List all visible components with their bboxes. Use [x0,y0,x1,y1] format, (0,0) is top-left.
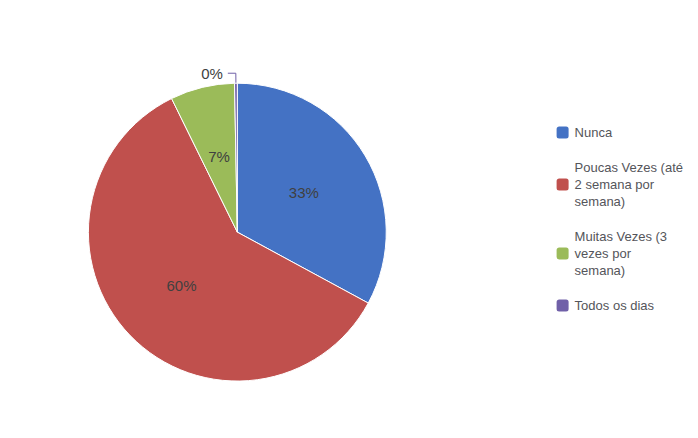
svg-text:Nunca: Nunca [575,125,613,140]
svg-text:60%: 60% [166,277,196,294]
svg-text:Muitas Vezes (3: Muitas Vezes (3 [575,229,668,244]
svg-text:semana): semana) [575,194,626,209]
svg-text:semana): semana) [575,263,626,278]
svg-text:vezes por: vezes por [575,246,632,261]
svg-text:0%: 0% [201,65,223,82]
svg-text:33%: 33% [289,184,319,201]
svg-text:Todos os dias: Todos os dias [575,298,655,313]
svg-text:7%: 7% [208,148,230,165]
svg-text:Poucas Vezes (até: Poucas Vezes (até [575,160,683,175]
svg-text:2 semana por: 2 semana por [575,177,655,192]
